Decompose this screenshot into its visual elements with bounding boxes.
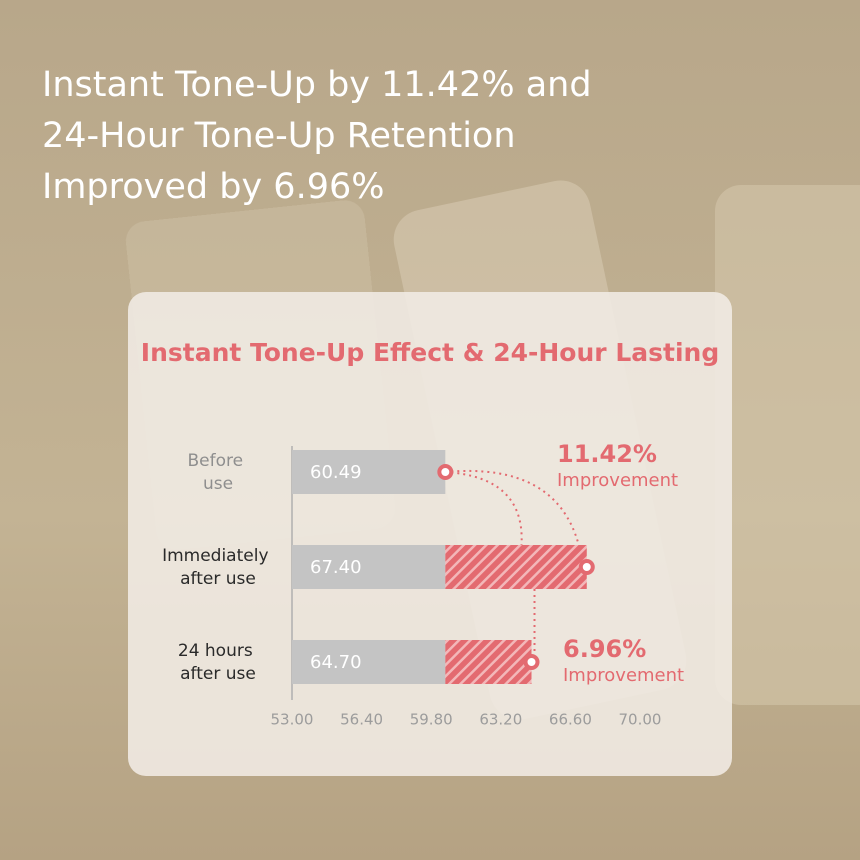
bar-base [292,640,446,684]
chart-panel [128,292,732,776]
annotation-value: 6.96% [563,635,646,663]
category-label: 24 hours after use [178,641,258,684]
bar-base [292,450,446,494]
headline-line: Improved by 6.96% [42,167,385,207]
x-tick-label: 66.60 [549,711,592,729]
value-label: 67.40 [310,557,362,578]
end-dot [523,654,540,670]
x-tick-label: 70.00 [619,711,662,729]
bar-increase [445,640,532,684]
value-label: 60.49 [310,462,362,483]
x-tick-label: 59.80 [410,711,453,729]
end-dot [578,559,595,575]
value-label: 64.70 [310,652,362,673]
bar-base [292,545,446,589]
annotation-value: 11.42% [557,440,657,468]
bar-increase [445,545,587,589]
headline-line: Instant Tone-Up by 11.42% and [42,65,592,105]
x-tick-label: 63.20 [479,711,522,729]
annotation-text: Improvement [563,665,684,686]
annotation-text: Improvement [557,470,678,491]
x-tick-label: 56.40 [340,711,383,729]
headline-line: 24-Hour Tone-Up Retention [42,116,516,156]
connector [445,470,580,546]
chart-title: Instant Tone-Up Effect & 24-Hour Lasting [141,338,719,367]
x-tick-label: 53.00 [271,711,314,729]
category-label: Before use [188,451,249,494]
end-dot [437,464,454,480]
category-label: Immediately after use [162,546,274,589]
